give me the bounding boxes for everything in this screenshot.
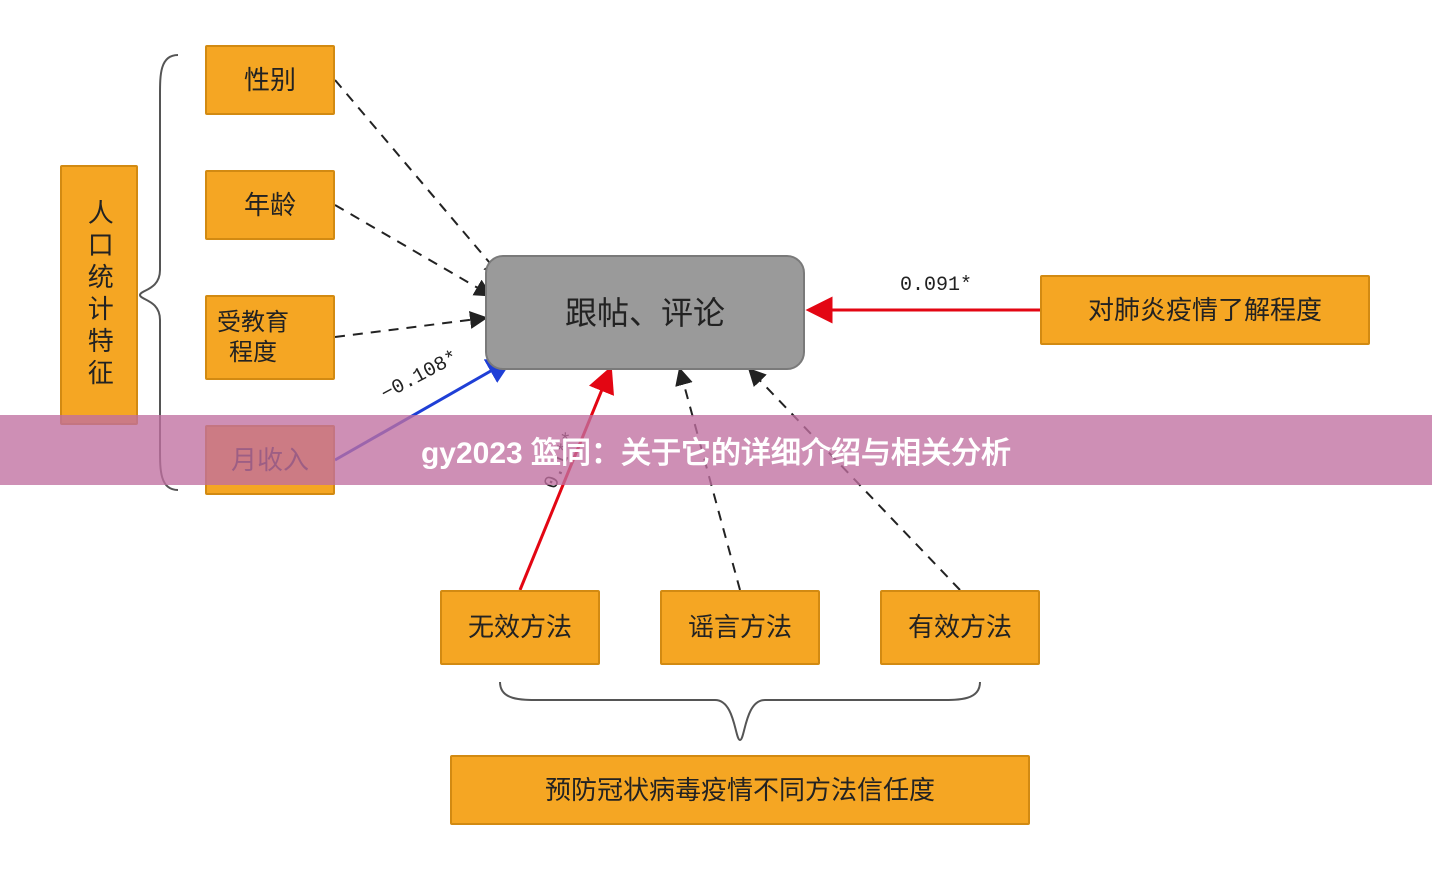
edge-education-to-center [335,318,485,337]
node-demographic_group-label: 人口统计特征 [83,199,116,391]
overlay-caption-text: gy2023 篮同：关于它的详细介绍与相关分析 [421,428,1011,472]
edge-label-knowledge-to-center: 0.091* [900,274,972,297]
node-ineffective-label: 无效方法 [468,611,572,644]
bracket-bottom [500,682,980,740]
edge-label-income-to-center: −0.108* [377,346,462,406]
node-gender-label: 性别 [244,64,296,97]
diagram-stage: { "canvas": { "width": 1432, "height": 8… [0,0,1432,888]
node-trust_group-label: 预防冠状病毒疫情不同方法信任度 [545,774,935,807]
node-effective: 有效方法 [880,590,1040,665]
node-trust_group: 预防冠状病毒疫情不同方法信任度 [450,755,1030,825]
node-center-label: 跟帖、评论 [565,293,725,333]
node-center: 跟帖、评论 [485,255,805,370]
node-age-label: 年龄 [244,189,296,222]
node-rumor: 谣言方法 [660,590,820,665]
node-education-label: 受教育 程度 [217,308,289,368]
node-education: 受教育 程度 [205,295,335,380]
node-effective-label: 有效方法 [908,611,1012,644]
edge-age-to-center [335,205,490,295]
node-age: 年龄 [205,170,335,240]
edge-gender-to-center [335,80,500,275]
node-gender: 性别 [205,45,335,115]
node-rumor-label: 谣言方法 [688,611,792,644]
node-knowledge: 对肺炎疫情了解程度 [1040,275,1370,345]
node-ineffective: 无效方法 [440,590,600,665]
overlay-caption-band: gy2023 篮同：关于它的详细介绍与相关分析 [0,415,1432,485]
node-demographic_group: 人口统计特征 [60,165,138,425]
node-knowledge-label: 对肺炎疫情了解程度 [1088,294,1322,327]
